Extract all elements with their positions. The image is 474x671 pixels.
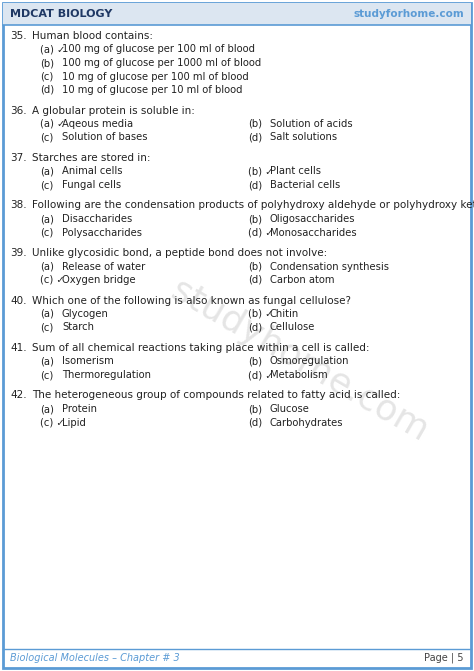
Text: (a): (a) (40, 214, 54, 224)
Text: (d) ✓: (d) ✓ (248, 370, 273, 380)
Text: (a): (a) (40, 166, 54, 176)
Text: (a): (a) (40, 404, 54, 414)
Text: 35.: 35. (10, 31, 27, 41)
Text: (a) ✓: (a) ✓ (40, 119, 65, 129)
Text: Cellulose: Cellulose (270, 323, 315, 333)
Text: (b): (b) (248, 356, 262, 366)
Text: (b): (b) (248, 119, 262, 129)
Text: (b): (b) (248, 404, 262, 414)
Text: (c): (c) (40, 180, 53, 190)
Text: Sum of all chemical reactions taking place within a cell is called:: Sum of all chemical reactions taking pla… (32, 343, 370, 353)
Text: (d): (d) (248, 132, 262, 142)
Text: Solution of bases: Solution of bases (62, 132, 147, 142)
Text: Carbon atom: Carbon atom (270, 275, 335, 285)
Text: Oligosaccharides: Oligosaccharides (270, 214, 356, 224)
Text: Thermoregulation: Thermoregulation (62, 370, 151, 380)
Text: Protein: Protein (62, 404, 97, 414)
Text: 10 mg of glucose per 10 ml of blood: 10 mg of glucose per 10 ml of blood (62, 85, 243, 95)
Text: Following are the condensation products of polyhydroxy aldehyde or polyhydroxy k: Following are the condensation products … (32, 201, 474, 211)
Text: (a): (a) (40, 262, 54, 272)
Text: Disaccharides: Disaccharides (62, 214, 132, 224)
Text: (d): (d) (40, 85, 54, 95)
Text: 42.: 42. (10, 391, 27, 401)
Text: (c) ✓: (c) ✓ (40, 417, 65, 427)
Text: 10 mg of glucose per 100 ml of blood: 10 mg of glucose per 100 ml of blood (62, 72, 249, 81)
Text: (c): (c) (40, 370, 53, 380)
Text: (c): (c) (40, 72, 53, 81)
Text: (b): (b) (248, 262, 262, 272)
Text: Starches are stored in:: Starches are stored in: (32, 153, 151, 163)
Text: Animal cells: Animal cells (62, 166, 122, 176)
Text: Fungal cells: Fungal cells (62, 180, 121, 190)
Text: Oxygen bridge: Oxygen bridge (62, 275, 136, 285)
Text: (b) ✓: (b) ✓ (248, 166, 273, 176)
Text: (a): (a) (40, 356, 54, 366)
Text: Osmoregulation: Osmoregulation (270, 356, 349, 366)
Text: 37.: 37. (10, 153, 27, 163)
Text: Carbohydrates: Carbohydrates (270, 417, 344, 427)
Text: (c): (c) (40, 132, 53, 142)
Text: Metabolism: Metabolism (270, 370, 328, 380)
Text: Biological Molecules – Chapter # 3: Biological Molecules – Chapter # 3 (10, 653, 180, 663)
Text: Starch: Starch (62, 323, 94, 333)
Text: (d) ✓: (d) ✓ (248, 227, 273, 238)
FancyBboxPatch shape (3, 3, 471, 668)
Text: (d): (d) (248, 417, 262, 427)
Text: Unlike glycosidic bond, a peptide bond does not involve:: Unlike glycosidic bond, a peptide bond d… (32, 248, 327, 258)
Text: The heterogeneous group of compounds related to fatty acid is called:: The heterogeneous group of compounds rel… (32, 391, 401, 401)
Text: Condensation synthesis: Condensation synthesis (270, 262, 389, 272)
Text: (b): (b) (248, 214, 262, 224)
Text: (c): (c) (40, 227, 53, 238)
Text: (c) ✓: (c) ✓ (40, 275, 65, 285)
Text: 100 mg of glucose per 1000 ml of blood: 100 mg of glucose per 1000 ml of blood (62, 58, 261, 68)
Text: Salt solutions: Salt solutions (270, 132, 337, 142)
Text: Glycogen: Glycogen (62, 309, 109, 319)
Text: Monosaccharides: Monosaccharides (270, 227, 356, 238)
Text: (d): (d) (248, 275, 262, 285)
Text: 100 mg of glucose per 100 ml of blood: 100 mg of glucose per 100 ml of blood (62, 44, 255, 54)
Text: (b): (b) (40, 58, 54, 68)
Text: 39.: 39. (10, 248, 27, 258)
Text: A globular protein is soluble in:: A globular protein is soluble in: (32, 105, 195, 115)
Text: MDCAT BIOLOGY: MDCAT BIOLOGY (10, 9, 112, 19)
Text: studyhome.com: studyhome.com (165, 274, 435, 448)
Text: 40.: 40. (10, 295, 27, 305)
Bar (3, 3, 471, 25)
Text: 41.: 41. (10, 343, 27, 353)
Text: 36.: 36. (10, 105, 27, 115)
Text: (d): (d) (248, 323, 262, 333)
Text: (c): (c) (40, 323, 53, 333)
Text: Glucose: Glucose (270, 404, 310, 414)
Text: Chitin: Chitin (270, 309, 299, 319)
Text: Page | 5: Page | 5 (425, 653, 464, 663)
Text: Polysaccharides: Polysaccharides (62, 227, 142, 238)
Text: Bacterial cells: Bacterial cells (270, 180, 340, 190)
Text: Which one of the following is also known as fungal cellulose?: Which one of the following is also known… (32, 295, 351, 305)
Text: Isomerism: Isomerism (62, 356, 114, 366)
Text: Human blood contains:: Human blood contains: (32, 31, 153, 41)
Text: 38.: 38. (10, 201, 27, 211)
Text: studyforhome.com: studyforhome.com (353, 9, 464, 19)
Text: (d): (d) (248, 180, 262, 190)
Text: Aqeous media: Aqeous media (62, 119, 133, 129)
Text: Lipid: Lipid (62, 417, 86, 427)
Text: Release of water: Release of water (62, 262, 145, 272)
Text: Plant cells: Plant cells (270, 166, 321, 176)
Text: Solution of acids: Solution of acids (270, 119, 353, 129)
Text: (b) ✓: (b) ✓ (248, 309, 273, 319)
Text: (a) ✓: (a) ✓ (40, 44, 65, 54)
Text: (a): (a) (40, 309, 54, 319)
